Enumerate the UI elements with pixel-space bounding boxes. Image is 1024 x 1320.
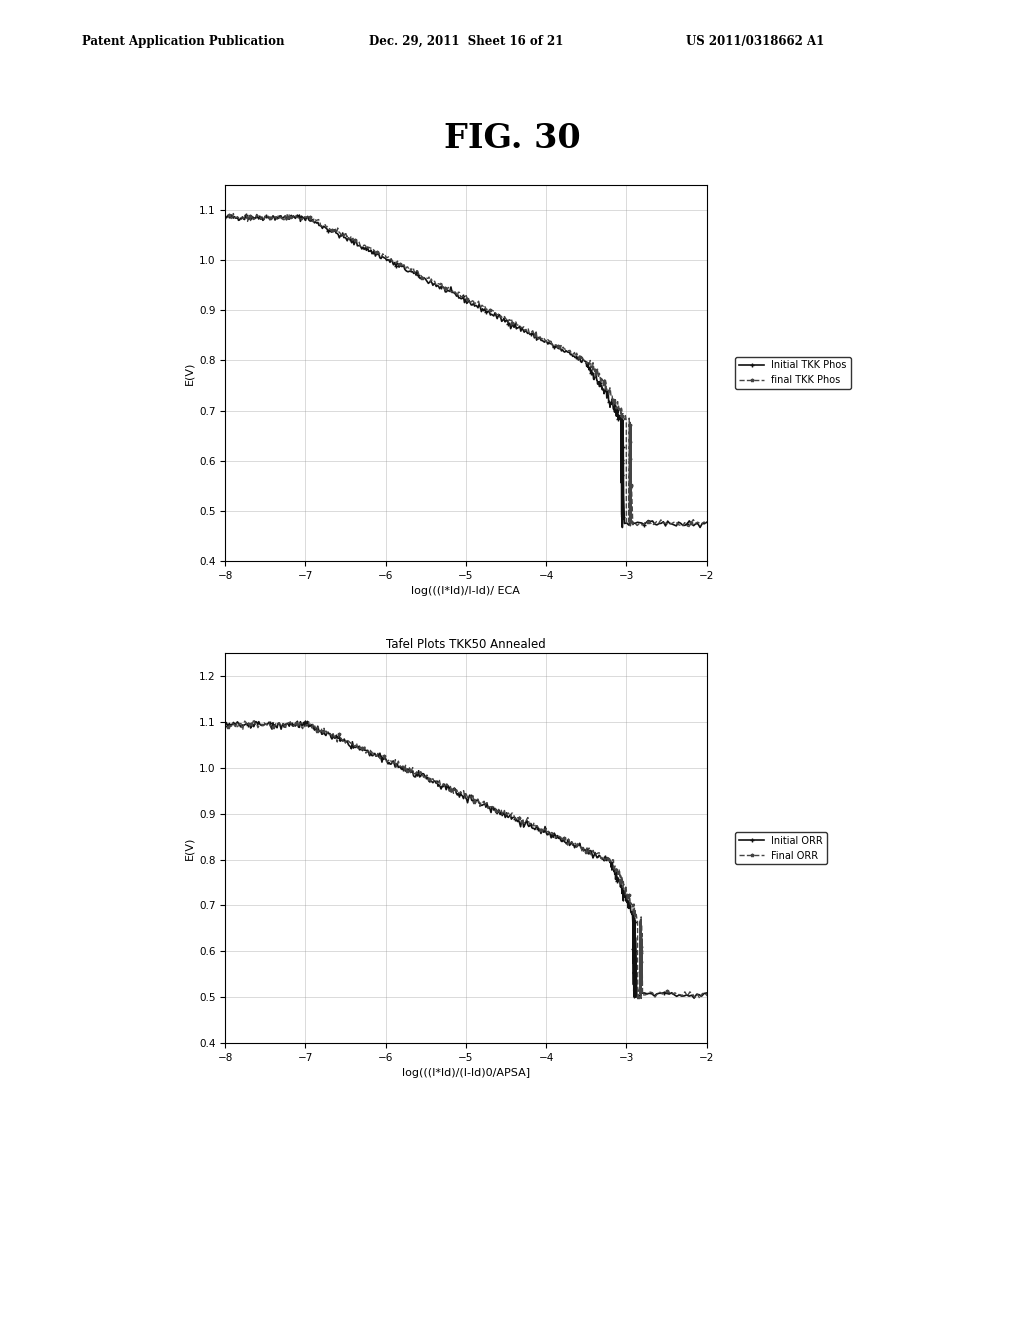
final TKK Phos <box>453 284 465 300</box>
final TKK Phos <box>683 519 695 535</box>
Final ORR <box>248 711 260 727</box>
Initial ORR <box>616 879 629 895</box>
Line: Initial TKK Phos: Initial TKK Phos <box>223 213 709 529</box>
Initial ORR <box>629 969 641 985</box>
Initial TKK Phos <box>449 285 461 301</box>
final TKK Phos <box>497 310 509 326</box>
Final ORR <box>250 718 262 734</box>
Line: Initial ORR: Initial ORR <box>223 719 709 1001</box>
Final ORR <box>635 935 647 950</box>
Final ORR <box>222 719 234 735</box>
X-axis label: log(((I*ld)/(I-ld)0/APSA]: log(((I*ld)/(I-ld)0/APSA] <box>401 1068 530 1078</box>
Legend: Initial ORR, Final ORR: Initial ORR, Final ORR <box>735 832 827 865</box>
final TKK Phos <box>705 515 717 531</box>
Final ORR <box>693 990 706 1006</box>
Final ORR <box>275 715 288 731</box>
Initial TKK Phos <box>603 393 615 409</box>
final TKK Phos <box>625 515 637 531</box>
Text: US 2011/0318662 A1: US 2011/0318662 A1 <box>686 34 824 48</box>
Y-axis label: E(V): E(V) <box>184 837 195 859</box>
final TKK Phos <box>223 207 236 223</box>
Initial TKK Phos <box>251 207 263 223</box>
Initial ORR <box>219 718 231 734</box>
Initial TKK Phos <box>493 308 505 323</box>
final TKK Phos <box>607 397 620 413</box>
Initial ORR <box>700 985 713 1001</box>
Initial TKK Phos <box>219 209 231 224</box>
Initial ORR <box>627 913 639 929</box>
Line: Final ORR: Final ORR <box>226 718 712 1001</box>
Initial TKK Phos <box>616 430 629 446</box>
Text: Patent Application Publication: Patent Application Publication <box>82 34 285 48</box>
Final ORR <box>636 931 648 946</box>
Title: Tafel Plots TKK50 Annealed: Tafel Plots TKK50 Annealed <box>386 638 546 651</box>
Initial TKK Phos <box>261 210 273 226</box>
Initial ORR <box>629 968 641 983</box>
final TKK Phos <box>227 206 240 222</box>
Initial TKK Phos <box>616 520 629 536</box>
final TKK Phos <box>265 207 278 223</box>
X-axis label: log(((I*ld)/I-ld)/ ECA: log(((I*ld)/I-ld)/ ECA <box>412 586 520 597</box>
Text: Dec. 29, 2011  Sheet 16 of 21: Dec. 29, 2011 Sheet 16 of 21 <box>369 34 563 48</box>
Initial ORR <box>271 719 284 735</box>
Initial ORR <box>299 713 311 729</box>
Initial TKK Phos <box>616 412 629 428</box>
Line: final TKK Phos: final TKK Phos <box>227 211 713 528</box>
Y-axis label: E(V): E(V) <box>184 362 195 384</box>
Text: FIG. 30: FIG. 30 <box>443 121 581 154</box>
Initial ORR <box>246 718 258 734</box>
Initial TKK Phos <box>700 515 713 531</box>
Final ORR <box>703 986 716 1002</box>
Initial ORR <box>688 990 700 1006</box>
Legend: Initial TKK Phos, final TKK Phos: Initial TKK Phos, final TKK Phos <box>735 356 851 389</box>
Final ORR <box>620 879 632 895</box>
final TKK Phos <box>625 416 637 432</box>
Final ORR <box>630 907 642 923</box>
